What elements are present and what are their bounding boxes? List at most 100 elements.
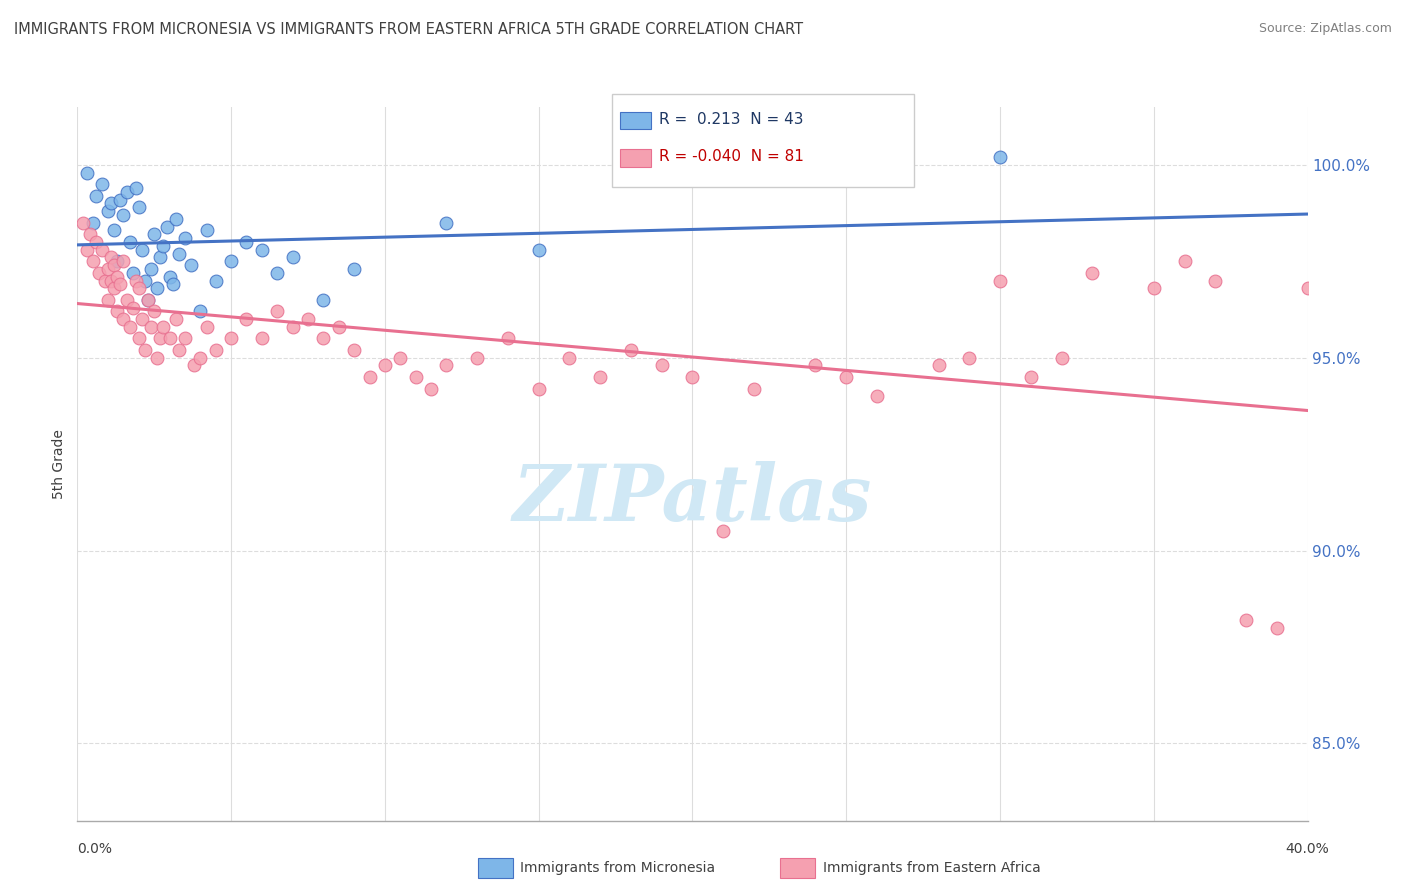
Point [128,200,150,214]
Point [112,312,135,326]
Point [76,243,98,257]
Text: Immigrants from Micronesia: Immigrants from Micronesia [520,861,716,875]
Text: R = -0.040  N = 81: R = -0.040 N = 81 [659,150,804,164]
Point [112,208,135,222]
Point [1234,613,1257,627]
Text: Source: ZipAtlas.com: Source: ZipAtlas.com [1258,22,1392,36]
Point [100,196,122,211]
Point [167,343,190,357]
Point [312,293,335,307]
Text: ZIPatlas: ZIPatlas [513,461,872,538]
Point [134,343,156,357]
Point [496,331,519,345]
Point [219,254,242,268]
Point [82,254,104,268]
Point [420,382,443,396]
Point [988,274,1011,288]
Point [131,312,153,326]
Point [72,216,94,230]
Point [165,211,187,226]
Point [118,235,141,249]
Point [167,246,190,260]
Point [359,370,381,384]
Text: R =  0.213  N = 43: R = 0.213 N = 43 [659,112,804,127]
Point [143,304,166,318]
Point [405,370,427,384]
Point [152,239,174,253]
Point [162,277,184,292]
Point [152,319,174,334]
Point [97,293,120,307]
Point [250,243,273,257]
Point [110,193,132,207]
Point [328,319,350,334]
Point [1265,621,1288,635]
Point [1081,266,1104,280]
Point [118,319,141,334]
Text: 0.0%: 0.0% [77,842,112,856]
Point [436,216,458,230]
Point [195,223,218,237]
Point [266,266,288,280]
Point [115,185,138,199]
Point [105,304,128,318]
Point [84,188,107,202]
Point [1204,274,1226,288]
Text: Immigrants from Eastern Africa: Immigrants from Eastern Africa [823,861,1040,875]
Point [128,331,150,345]
Point [76,166,98,180]
Point [131,243,153,257]
Point [651,359,673,373]
Point [711,524,734,539]
Point [343,343,366,357]
Point [928,359,950,373]
Point [141,262,163,277]
Point [146,351,169,365]
Point [204,343,226,357]
Point [84,235,107,249]
Point [281,251,304,265]
Point [105,269,128,284]
Point [219,331,242,345]
Point [141,319,163,334]
Point [389,351,412,365]
Point [436,359,458,373]
Point [115,293,138,307]
Point [866,389,889,403]
Point [281,319,304,334]
Point [250,331,273,345]
Point [100,251,122,265]
Point [79,227,101,242]
Point [1296,281,1319,295]
Point [110,277,132,292]
Y-axis label: 5th Grade: 5th Grade [52,429,66,499]
Point [183,359,205,373]
Point [128,281,150,295]
Point [136,293,159,307]
Point [97,204,120,219]
Point [112,254,135,268]
Point [103,258,125,272]
Point [266,304,288,318]
Point [465,351,488,365]
Point [988,150,1011,164]
Text: IMMIGRANTS FROM MICRONESIA VS IMMIGRANTS FROM EASTERN AFRICA 5TH GRADE CORRELATI: IMMIGRANTS FROM MICRONESIA VS IMMIGRANTS… [14,22,803,37]
Point [620,343,643,357]
Point [188,304,212,318]
Point [159,269,181,284]
Point [195,319,218,334]
Point [143,227,166,242]
Point [149,251,172,265]
Point [94,274,117,288]
Point [87,266,110,280]
Point [527,382,550,396]
Point [589,370,612,384]
Point [90,243,114,257]
Point [682,370,704,384]
Point [188,351,212,365]
Point [1050,351,1073,365]
Point [558,351,581,365]
Point [146,281,169,295]
Point [204,274,226,288]
Point [1019,370,1042,384]
